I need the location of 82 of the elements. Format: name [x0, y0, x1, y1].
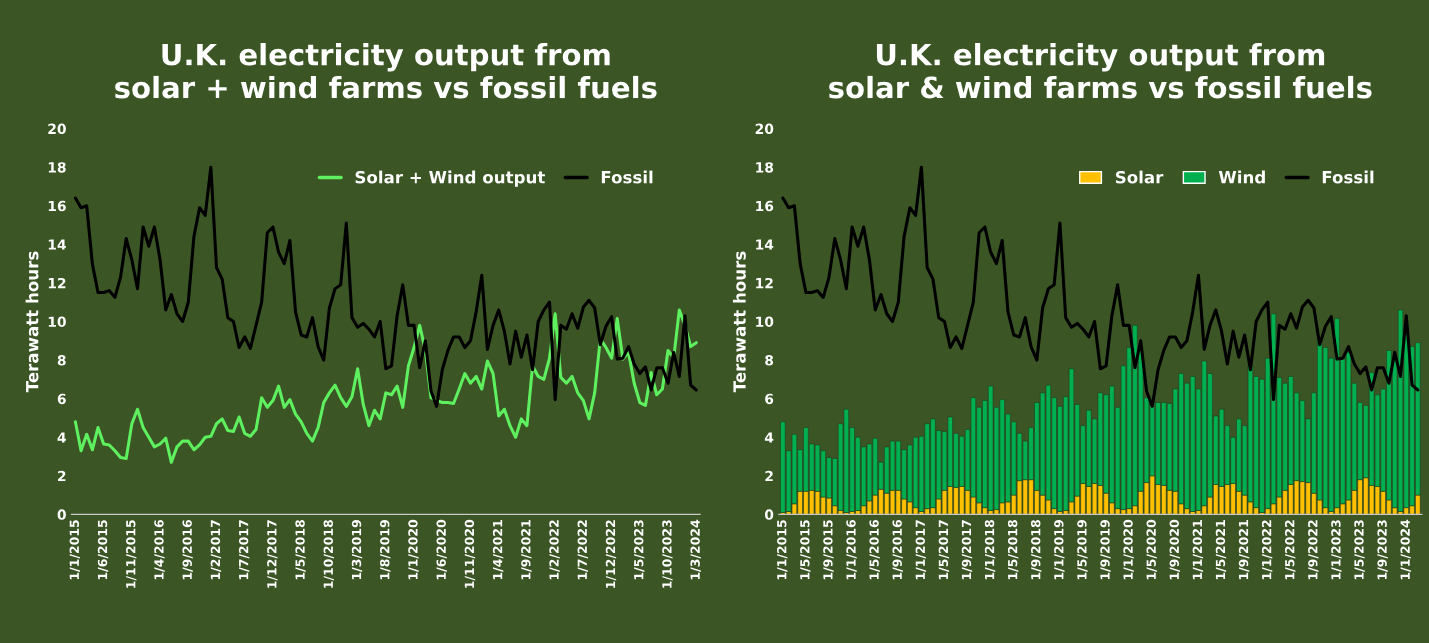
x-tick-label: 1/9/2015: [823, 520, 834, 580]
y-tick-label: 20: [755, 123, 774, 135]
y-tick-label: 8: [765, 355, 774, 366]
x-tick-label: 1/8/2019: [380, 520, 391, 580]
x-tick-label: 1/1/2022: [1261, 520, 1273, 580]
x-tick-label: 1/10/2018: [323, 520, 334, 588]
y-tick-label: 14: [48, 239, 66, 250]
x-tick-label: 1/3/2019: [351, 520, 363, 580]
x-tick-label: 1/1/2020: [408, 519, 419, 580]
x-tick-label: 1/5/2018: [295, 520, 306, 580]
y-tick-label: 2: [58, 470, 66, 482]
x-tick-label: 1/9/2023: [1377, 520, 1388, 580]
chart-title: U.K. electricity output from solar + wind farms vs fossil fuels: [115, 42, 657, 99]
x-tick-label: 1/2/2022: [549, 520, 560, 580]
y-tick-label: 14: [756, 239, 774, 250]
x-tick-label: 1/9/2019: [1100, 520, 1111, 580]
y-tick-label: 20: [48, 123, 66, 135]
x-tick-label: 1/1/2016: [846, 519, 857, 580]
y-tick-label: 16: [756, 200, 774, 212]
x-tick-label: 1/9/2022: [1308, 520, 1319, 580]
y-tick-label: 4: [764, 432, 774, 443]
x-tick-label: 1/9/2021: [1238, 520, 1250, 580]
y-tick-label: 16: [48, 200, 66, 212]
x-tick-label: 1/7/2017: [238, 520, 250, 580]
x-tick-label: 1/5/2016: [869, 519, 880, 580]
y-tick-label: 10: [48, 316, 66, 327]
x-tick-label: 1/11/2020: [464, 519, 476, 588]
x-tick-label: 1/5/2017: [938, 520, 950, 580]
x-tick-label: 1/1/2020: [1123, 519, 1134, 580]
x-tick-label: 1/3/2024: [690, 519, 701, 580]
x-tick-label: 1/5/2019: [1077, 520, 1088, 580]
y-tick-label: 0: [57, 509, 66, 520]
y-tick-label: 8: [57, 355, 66, 366]
x-tick-label: 1/7/2022: [577, 520, 588, 580]
x-tick-label: 1/6/2020: [436, 519, 447, 580]
y-tick-label: 18: [756, 162, 774, 173]
y-tick-label: 2: [765, 470, 773, 482]
legend-label: Fossil: [601, 170, 653, 184]
x-tick-label: 1/9/2017: [961, 520, 973, 580]
x-tick-label: 1/9/2016: [182, 519, 193, 580]
x-tick-label: 1/9/2018: [1031, 520, 1042, 580]
y-tick-label: 0: [764, 509, 774, 520]
x-tick-label: 1/1/2024: [1400, 519, 1411, 580]
x-tick-label: 1/4/2021: [492, 520, 504, 580]
x-tick-label: 1/12/2017: [267, 520, 278, 588]
x-tick-label: 1/5/2023: [633, 520, 645, 580]
legend-label: Solar: [1115, 170, 1164, 184]
x-tick-label: 1/5/2021: [1215, 520, 1227, 580]
x-tick-label: 1/4/2016: [154, 519, 165, 580]
y-tick-label: 10: [756, 316, 774, 327]
y-axis-title: Terawatt hours: [25, 251, 39, 393]
y-tick-label: 18: [48, 162, 66, 173]
x-tick-label: 1/1/2021: [1192, 520, 1204, 580]
x-tick-label: 1/10/2023: [662, 520, 673, 588]
x-tick-label: 1/5/2015: [800, 520, 811, 580]
y-tick-label: 6: [57, 393, 66, 405]
legend-label: Fossil: [1322, 170, 1374, 184]
legend-label: Wind: [1218, 170, 1265, 184]
x-tick-label: 1/1/2018: [984, 520, 996, 580]
x-tick-label: 1/5/2020: [1146, 519, 1157, 580]
y-tick-label: 12: [756, 277, 773, 289]
y-tick-label: 12: [48, 277, 66, 289]
x-tick-label: 1/5/2022: [1284, 520, 1296, 580]
x-tick-label: 1/1/2019: [1054, 520, 1065, 580]
x-tick-label: 1/1/2023: [1331, 520, 1342, 580]
x-tick-label: 1/11/2015: [126, 520, 137, 588]
x-tick-label: 1/9/2020: [1169, 519, 1180, 580]
x-tick-label: 1/1/2015: [777, 520, 788, 580]
x-tick-label: 1/2/2017: [210, 520, 222, 580]
chart-title: U.K. electricity output from solar & wind farms vs fossil fuels: [829, 42, 1372, 99]
x-tick-label: 1/5/2023: [1354, 520, 1365, 580]
x-tick-label: 1/1/2015: [69, 520, 81, 580]
x-tick-label: 1/12/2022: [605, 520, 617, 588]
legend-label: Solar + Wind output: [355, 170, 545, 187]
x-tick-label: 1/6/2015: [97, 520, 109, 580]
x-tick-label: 1/9/2016: [892, 519, 903, 580]
x-tick-label: 1/9/2021: [521, 520, 532, 580]
y-tick-label: 6: [765, 393, 774, 405]
y-tick-label: 4: [57, 432, 66, 443]
y-axis-title: Terawatt hours: [732, 251, 746, 393]
x-tick-label: 1/5/2018: [1007, 520, 1019, 580]
x-tick-label: 1/1/2017: [915, 520, 926, 580]
